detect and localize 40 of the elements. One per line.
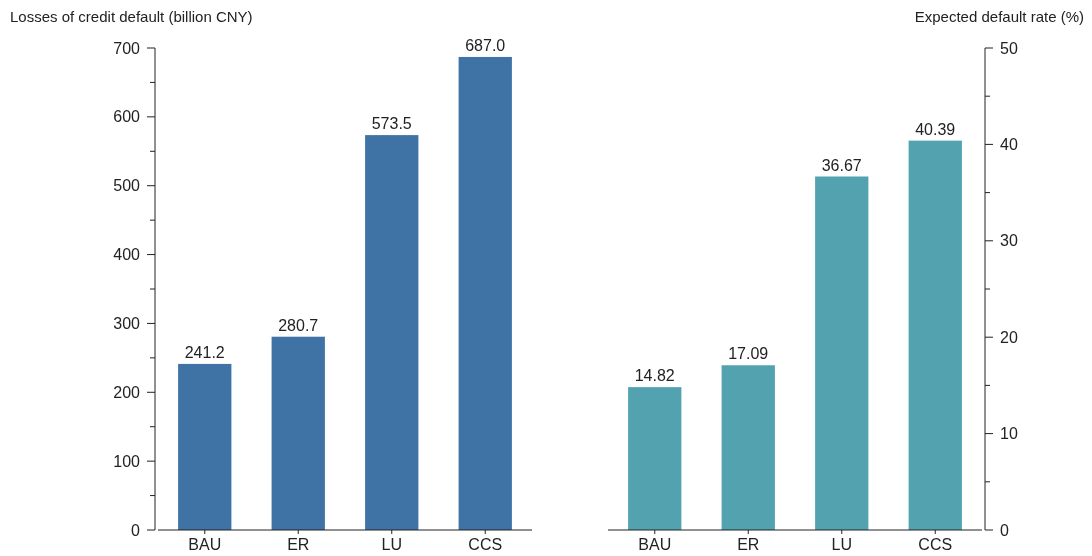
y2-axis-title: Expected default rate (%) — [914, 8, 1084, 25]
data-label: 40.39 — [915, 120, 956, 138]
bar — [271, 336, 325, 530]
x-tick-label: ER — [287, 536, 310, 553]
y2-tick-label: 40 — [1000, 136, 1018, 153]
bar — [458, 56, 512, 530]
x-tick-label: CCS — [918, 536, 953, 553]
data-label: 687.0 — [465, 36, 506, 54]
y-tick-label: 700 — [113, 39, 141, 57]
y2-tick-label: 10 — [1000, 425, 1018, 443]
data-label: 14.82 — [634, 367, 675, 385]
x-tick-label: LU — [381, 536, 402, 553]
y-tick-label: 100 — [113, 452, 141, 470]
data-label: 36.67 — [821, 156, 862, 174]
bar — [721, 365, 775, 530]
x-tick-label: BAU — [188, 536, 222, 553]
y-tick-label: 500 — [113, 177, 141, 195]
y-tick-label: 600 — [113, 108, 141, 126]
y2-tick-label: 20 — [1000, 328, 1018, 346]
x-tick-label: CCS — [468, 536, 503, 553]
bar — [365, 135, 419, 530]
bar — [908, 140, 962, 530]
x-tick-label: ER — [737, 536, 760, 553]
data-label: 280.7 — [278, 316, 319, 334]
data-label: 573.5 — [371, 115, 412, 133]
bar — [815, 176, 869, 530]
data-label: 241.2 — [184, 343, 225, 361]
y2-tick-label: 30 — [1000, 232, 1018, 250]
data-label: 17.09 — [728, 345, 769, 363]
y2-tick-label: 50 — [1000, 39, 1018, 57]
bar — [178, 363, 232, 530]
y2-tick-label: 0 — [1000, 521, 1009, 539]
y-axis-title: Losses of credit default (billion CNY) — [10, 8, 253, 25]
x-tick-label: BAU — [638, 536, 672, 553]
y-tick-label: 200 — [113, 383, 141, 401]
y-tick-label: 400 — [113, 246, 141, 264]
bar — [628, 387, 682, 530]
x-tick-label: LU — [831, 536, 852, 553]
y-tick-label: 300 — [113, 315, 141, 333]
y-tick-label: 0 — [131, 521, 141, 539]
